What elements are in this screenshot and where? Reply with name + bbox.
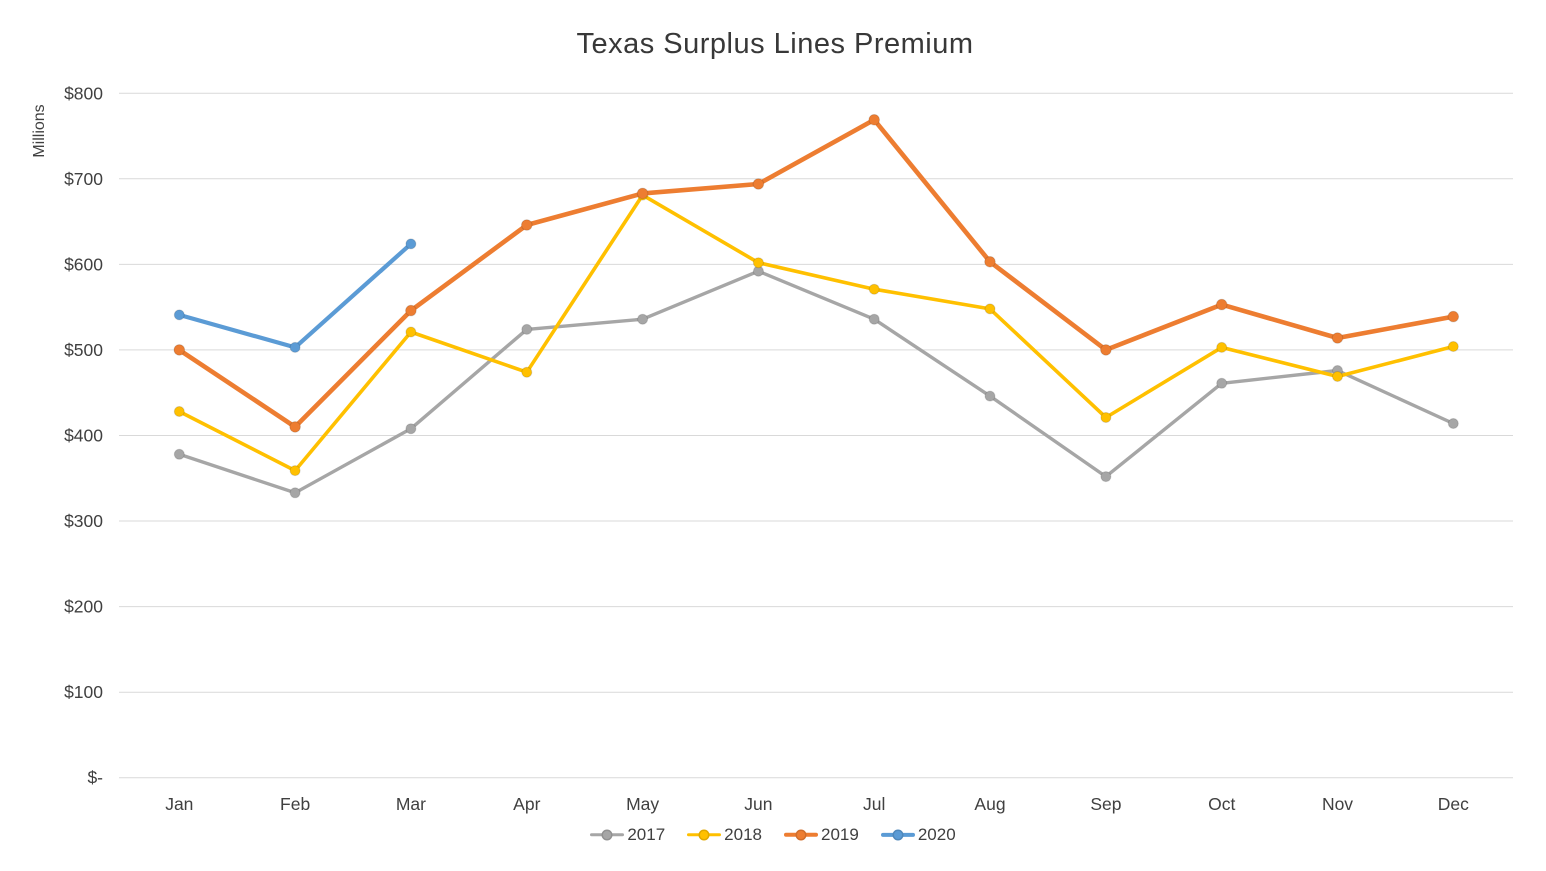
marker-2018-Aug	[984, 303, 996, 315]
legend-swatch-icon	[784, 828, 818, 842]
marker-2019-Apr	[521, 219, 533, 231]
x-tick-label: Oct	[1208, 794, 1235, 814]
data-series	[173, 114, 1460, 499]
marker-2019-Nov	[1331, 332, 1344, 344]
marker-2018-Jun	[752, 257, 764, 269]
series-line-2017	[177, 269, 1456, 495]
marker-2017-Dec	[1447, 418, 1459, 429]
series-line-2018	[177, 193, 1456, 473]
chart-legend: 2017 2018 2019 2020	[0, 826, 1546, 843]
legend-label: 2020	[917, 825, 956, 844]
x-tick-label: Jan	[165, 794, 193, 814]
x-tick-label: Jun	[744, 794, 772, 814]
legend-item-2020: 2020	[880, 825, 956, 844]
y-tick-label: $700	[64, 169, 103, 189]
marker-2019-Jan	[173, 344, 186, 356]
y-tick-label: $800	[64, 83, 103, 103]
legend-item-2018: 2018	[687, 826, 762, 843]
x-tick-label: Dec	[1438, 794, 1469, 814]
marker-2017-Apr	[521, 323, 533, 335]
gridlines	[119, 92, 1513, 779]
marker-2019-Jul	[868, 114, 881, 126]
marker-2017-Jan	[173, 448, 185, 460]
legend-swatch-icon	[590, 828, 625, 842]
y-tick-label: $400	[64, 426, 103, 446]
legend-label: 2019	[821, 825, 859, 844]
y-tick-label: $100	[64, 682, 103, 702]
y-axis-title: Millions	[31, 104, 48, 157]
marker-2020-Mar	[405, 238, 417, 250]
marker-2017-Jul	[868, 313, 880, 325]
x-axis-tick-labels: Jan Feb Mar Apr May Jun Jul Aug Sep Oct Nov Dec	[165, 794, 1469, 814]
x-tick-label: Jul	[863, 794, 885, 814]
marker-2018-Jul	[868, 283, 880, 295]
marker-2019-Aug	[984, 256, 996, 268]
series-line-2020	[177, 241, 413, 350]
marker-2019-Jun	[752, 178, 765, 190]
marker-2017-Aug	[984, 390, 996, 402]
marker-2017-Mar	[405, 423, 417, 435]
marker-2017-May	[637, 313, 649, 325]
marker-2019-Mar	[405, 304, 417, 317]
y-tick-label: $300	[64, 511, 103, 531]
marker-2018-Apr	[521, 366, 533, 378]
marker-2019-Oct	[1215, 298, 1228, 311]
y-tick-label: $200	[64, 597, 103, 617]
marker-2020-Feb	[289, 341, 301, 353]
marker-2017-Oct	[1216, 377, 1228, 389]
marker-2018-Feb	[289, 465, 301, 477]
legend-label: 2018	[724, 825, 762, 844]
marker-2019-Dec	[1447, 310, 1460, 323]
x-tick-label: Sep	[1090, 794, 1121, 814]
marker-2018-Oct	[1216, 341, 1228, 353]
marker-2018-Dec	[1447, 341, 1459, 352]
x-tick-label: Feb	[280, 794, 310, 814]
marker-2020-Jan	[173, 309, 185, 321]
x-tick-label: Aug	[974, 794, 1005, 814]
marker-2018-Mar	[405, 326, 417, 338]
marker-2019-May	[636, 187, 649, 200]
legend-item-2017: 2017	[590, 826, 665, 843]
marker-2017-Feb	[289, 487, 301, 499]
legend-swatch-icon	[687, 828, 722, 842]
marker-2019-Sep	[1100, 344, 1112, 356]
marker-2017-Sep	[1100, 471, 1112, 483]
x-tick-label: Nov	[1322, 794, 1353, 814]
y-tick-label: $600	[64, 254, 103, 274]
legend-item-2019: 2019	[784, 826, 859, 843]
marker-2018-Nov	[1332, 371, 1343, 382]
series-line-2019	[177, 117, 1456, 430]
marker-2019-Feb	[289, 421, 301, 433]
x-tick-label: Mar	[396, 794, 426, 814]
marker-2018-Sep	[1100, 412, 1112, 423]
y-axis-tick-labels: $- $100 $200 $300 $400 $500 $600 $700 $800	[64, 83, 103, 787]
x-tick-label: Apr	[513, 794, 540, 814]
chart-title: Texas Surplus Lines Premium	[576, 28, 973, 60]
y-tick-label: $500	[64, 340, 103, 360]
legend-swatch-icon	[880, 828, 915, 842]
legend-label: 2017	[627, 825, 666, 844]
marker-2018-Jan	[173, 406, 185, 417]
y-tick-label: $-	[87, 768, 103, 788]
x-tick-label: May	[626, 794, 659, 814]
